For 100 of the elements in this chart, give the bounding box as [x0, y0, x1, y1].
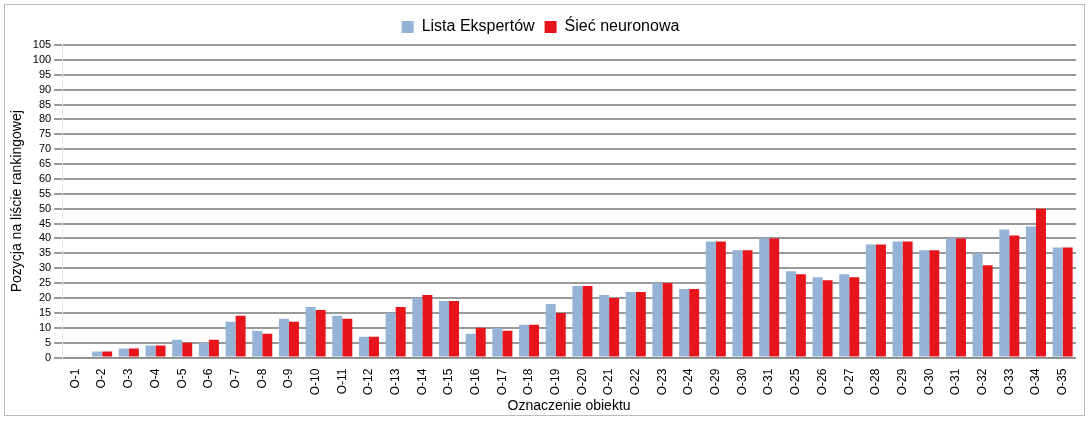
y-tick-label: 70	[38, 142, 52, 155]
bar	[929, 250, 940, 357]
bar	[412, 297, 423, 357]
y-tick-label: 35	[38, 246, 52, 259]
bar	[305, 306, 316, 357]
x-tick-label: O-18	[521, 368, 536, 396]
x-tick-label: O-26	[814, 368, 829, 396]
x-tick-label: O-22	[628, 368, 643, 396]
x-tick-label: O-4	[147, 368, 162, 389]
bar	[795, 274, 806, 357]
x-tick-label: O-30	[734, 368, 749, 396]
bar	[599, 295, 610, 357]
bar	[822, 280, 833, 357]
x-tick-label: O-17	[494, 368, 509, 396]
x-tick-label: O-27	[841, 368, 856, 396]
bar	[155, 345, 166, 357]
x-tick-label: O-6	[201, 368, 216, 389]
bar	[1052, 247, 1063, 357]
x-tick-label: O-2	[94, 368, 109, 389]
bar	[812, 277, 823, 357]
bar	[342, 318, 353, 357]
bar	[982, 265, 993, 357]
bar	[742, 250, 753, 357]
bar	[945, 238, 956, 357]
bar	[902, 241, 913, 357]
bar	[662, 283, 673, 357]
bar	[705, 241, 716, 357]
x-tick-label: O-14	[414, 368, 429, 396]
bar	[252, 330, 263, 357]
y-tick-label: 85	[38, 97, 52, 110]
x-tick-label: O-13	[387, 368, 402, 396]
x-tick-label: O-35	[1054, 368, 1069, 396]
bar	[545, 303, 556, 357]
bar	[689, 289, 700, 357]
bar	[609, 297, 620, 357]
y-tick-label: 0	[45, 350, 52, 363]
bar	[732, 250, 743, 357]
bar	[1009, 235, 1020, 357]
y-axis-title: Pozycja na liście rankingowej	[8, 110, 25, 293]
x-tick-label: O-7	[227, 368, 242, 389]
bar	[999, 229, 1010, 357]
x-tick-label: O-16	[468, 368, 483, 396]
bar	[502, 330, 513, 357]
bar	[635, 292, 646, 357]
bar	[769, 238, 780, 357]
x-tick-label: O-30	[921, 368, 936, 396]
x-tick-label: O-28	[868, 368, 883, 396]
bar	[449, 300, 460, 357]
bar	[368, 336, 379, 357]
bar	[358, 336, 369, 357]
bar	[892, 241, 903, 357]
bar	[315, 309, 326, 357]
y-tick-label: 50	[38, 201, 52, 214]
bar	[92, 351, 103, 357]
x-tick-label: O-15	[441, 368, 456, 396]
bar	[679, 289, 690, 357]
bar	[972, 253, 983, 357]
x-tick-label: O-20	[574, 368, 589, 396]
y-tick-label: 65	[38, 157, 52, 170]
bar	[865, 244, 876, 357]
y-tick-label: 10	[38, 320, 52, 333]
bar	[785, 271, 796, 357]
y-tick-label: 100	[32, 52, 52, 65]
bar	[1025, 226, 1036, 357]
y-tick-label: 15	[38, 305, 52, 318]
y-tick-label: 105	[32, 38, 52, 51]
x-tick-label: O-10	[307, 368, 322, 396]
x-tick-label: O-23	[654, 368, 669, 396]
bar	[519, 324, 530, 357]
x-tick-label: O-1	[67, 368, 82, 389]
x-tick-label: O-24	[681, 368, 696, 396]
bar	[919, 250, 930, 357]
bar	[118, 348, 129, 357]
bar	[225, 321, 236, 357]
x-tick-label: O-29	[708, 368, 723, 396]
x-axis-title: Oznaczenie obiektu	[507, 397, 631, 414]
x-tick-label: O-8	[254, 368, 269, 389]
y-tick-label: 45	[38, 216, 52, 229]
bar	[582, 286, 593, 357]
bar	[555, 312, 566, 357]
x-tick-label: O-21	[601, 368, 616, 396]
bar	[395, 306, 406, 357]
x-tick-label: O-33	[1001, 368, 1016, 396]
y-tick-label: 80	[38, 112, 52, 125]
y-tick-label: 55	[38, 186, 52, 199]
x-tick-label: O-25	[788, 368, 803, 396]
bar	[1062, 247, 1073, 357]
x-tick-label: O-12	[361, 368, 376, 396]
bar	[172, 339, 183, 357]
legend-label: Śieć neuronowa	[564, 16, 680, 35]
bar	[492, 327, 503, 357]
bar	[332, 315, 343, 357]
bar	[875, 244, 886, 357]
bar	[102, 351, 113, 357]
bar	[385, 312, 396, 357]
bar	[839, 274, 850, 357]
bar	[475, 327, 486, 357]
y-tick-label: 20	[38, 291, 52, 304]
bar	[145, 345, 156, 357]
bar	[715, 241, 726, 357]
